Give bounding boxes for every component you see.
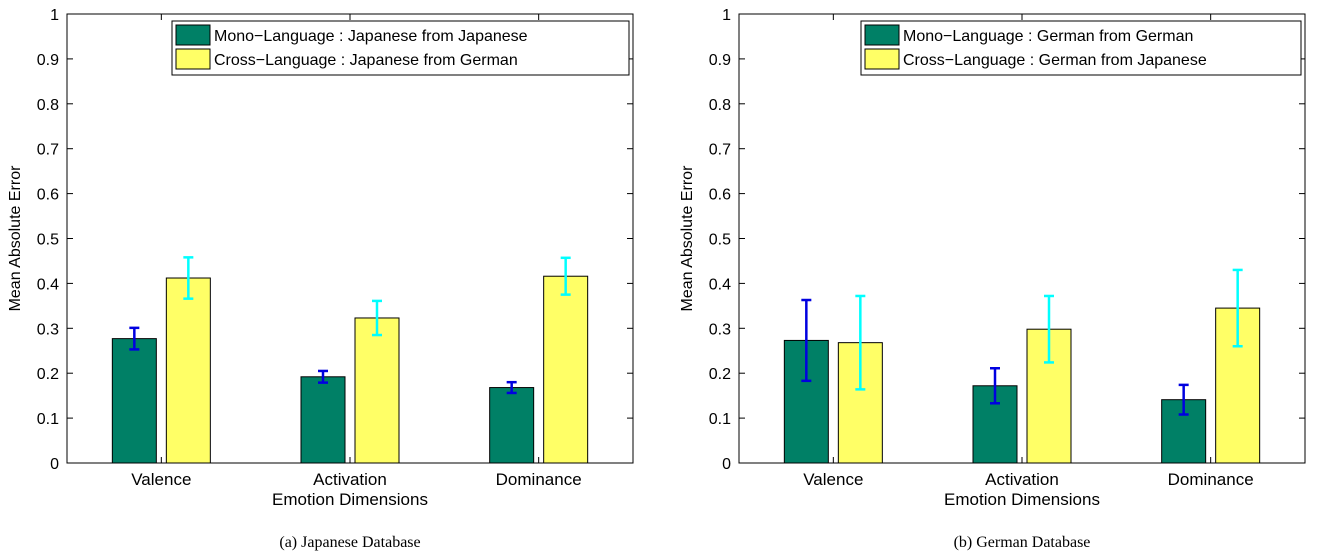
error-bar-0-1-0 <box>183 256 194 300</box>
bar-0-0-0 <box>111 338 157 464</box>
x-tick-label: Dominance <box>496 470 582 489</box>
x-axis-label: Emotion Dimensions <box>944 490 1100 509</box>
y-axis-label: Mean Absolute Error <box>679 165 696 312</box>
legend: Mono−Language : Japanese from Japanese Cr… <box>171 20 630 76</box>
error-bar-1-0-2 <box>1178 383 1189 416</box>
y-tick-label: 1 <box>50 7 59 24</box>
figure-caption: (b) German Database <box>954 534 1091 551</box>
x-tick-label: Dominance <box>1168 470 1254 489</box>
error-bar-0-1-2 <box>560 256 571 296</box>
y-tick-label: 0.4 <box>37 276 59 293</box>
error-bar-0-0-0 <box>129 326 140 351</box>
legend-label-0: Mono−Language : German from German <box>903 28 1193 45</box>
y-tick-label: 0.5 <box>37 232 59 249</box>
error-bar-0-0-2 <box>506 380 517 395</box>
bar-0-0-2 <box>489 387 535 464</box>
y-tick-label: 0 <box>50 456 59 473</box>
error-bar-0-0-1 <box>318 369 328 384</box>
x-tick-label: Activation <box>313 470 387 489</box>
legend-label-1: Cross−Language : Japanese from German <box>214 52 518 69</box>
legend-swatch-1 <box>175 48 211 70</box>
y-tick-label: 0.7 <box>709 142 731 159</box>
legend-box <box>860 20 1302 76</box>
y-tick-label: 0.2 <box>37 366 59 383</box>
error-bar-1-1-0 <box>855 294 866 391</box>
y-tick-label: 0 <box>722 456 731 473</box>
bar-0-1-2 <box>543 275 589 464</box>
legend: Mono−Language : German from German Cross−… <box>860 20 1302 76</box>
y-tick-label: 0.6 <box>709 187 731 204</box>
error-bar-0-1-1 <box>372 299 382 337</box>
x-tick-label: Valence <box>803 470 863 489</box>
y-tick-label: 0.1 <box>709 411 731 428</box>
y-tick-label: 0.8 <box>709 97 731 114</box>
y-axis-label: Mean Absolute Error <box>7 165 24 312</box>
error-bar-1-1-1 <box>1044 294 1054 364</box>
chart-panel-1: Valence Activation Dominance 0 0.1 0.2 0.3 0.4 0… <box>679 7 1306 551</box>
y-tick-label: 0.3 <box>37 321 59 338</box>
bar-0-0-1 <box>300 376 346 464</box>
y-tick-label: 0.7 <box>37 142 59 159</box>
y-tick-label: 0.3 <box>709 321 731 338</box>
legend-swatch-0 <box>175 24 211 46</box>
bar-0-1-1 <box>354 317 400 464</box>
bar-0-1-0 <box>165 277 211 464</box>
legend-swatch-0 <box>864 24 900 46</box>
y-tick-label: 0.5 <box>709 232 731 249</box>
x-axis-label: Emotion Dimensions <box>272 490 428 509</box>
legend-label-0: Mono−Language : Japanese from Japanese <box>214 28 528 45</box>
y-tick-label: 0.9 <box>37 52 59 69</box>
y-tick-label: 0.9 <box>709 52 731 69</box>
legend-swatch-1 <box>864 48 900 70</box>
x-tick-label: Valence <box>131 470 191 489</box>
y-tick-label: 0.1 <box>37 411 59 428</box>
chart-panel-0: Valence Activation Dominance 0 0.1 0.2 0.3 0.4 0… <box>7 7 634 551</box>
x-tick-label: Activation <box>985 470 1059 489</box>
legend-box <box>171 20 630 76</box>
y-tick-label: 0.6 <box>37 187 59 204</box>
y-tick-label: 0.2 <box>709 366 731 383</box>
y-tick-label: 1 <box>722 7 731 24</box>
y-tick-label: 0.4 <box>709 276 731 293</box>
y-tick-label: 0.8 <box>37 97 59 114</box>
error-bar-1-1-2 <box>1232 268 1243 348</box>
error-bar-1-0-1 <box>990 367 1000 405</box>
figure-caption: (a) Japanese Database <box>279 534 420 551</box>
error-bar-1-0-0 <box>801 298 812 383</box>
legend-label-1: Cross−Language : German from Japanese <box>903 52 1207 69</box>
